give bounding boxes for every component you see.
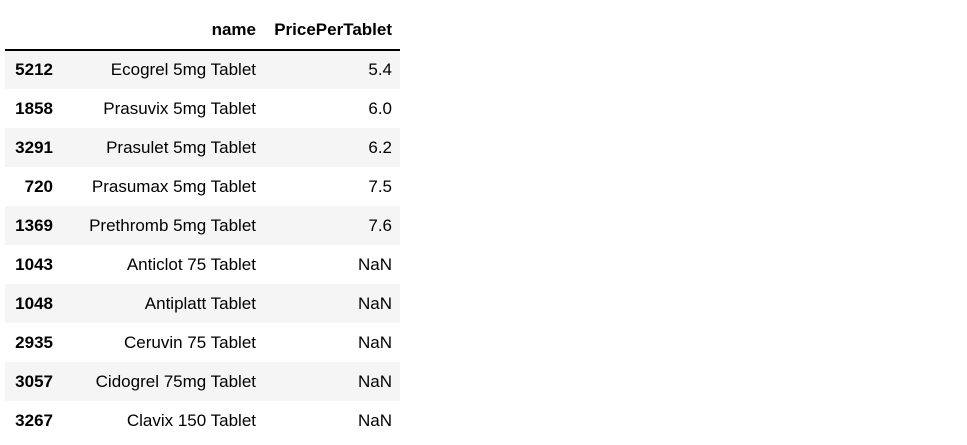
cell-price: 5.4 bbox=[368, 60, 392, 79]
table-row: 1369 Prethromb 5mg Tablet 7.6 bbox=[5, 206, 400, 245]
table-header: name PricePerTablet bbox=[5, 10, 400, 51]
table-row: 3057 Cidogrel 75mg Tablet NaN bbox=[5, 362, 400, 401]
row-index: 5212 bbox=[15, 60, 53, 79]
cell-price: 7.6 bbox=[368, 215, 392, 235]
table-row: 1858 Prasuvix 5mg Tablet 6.0 bbox=[5, 89, 400, 128]
cell-price: NaN bbox=[357, 293, 392, 313]
row-index: 1858 bbox=[15, 98, 53, 118]
cell-name: Prasuvix 5mg Tablet bbox=[103, 98, 256, 118]
row-index: 3267 bbox=[15, 410, 53, 430]
cell-name: Prasulet 5mg Tablet bbox=[106, 137, 256, 157]
cell-name: Antiplatt Tablet bbox=[144, 293, 256, 313]
table-row: 3267 Clavix 150 Tablet NaN bbox=[5, 401, 400, 440]
cell-price: NaN bbox=[357, 371, 392, 391]
cell-price: 6.2 bbox=[368, 137, 392, 157]
row-index: 1043 bbox=[15, 254, 53, 274]
row-index: 3291 bbox=[15, 137, 53, 157]
cell-name: Prethromb 5mg Tablet bbox=[89, 215, 256, 235]
cell-name: Ceruvin 75 Tablet bbox=[124, 332, 256, 352]
row-index: 3057 bbox=[15, 371, 53, 391]
table-row: 3291 Prasulet 5mg Tablet 6.2 bbox=[5, 128, 400, 167]
table-row: 5212 Ecogrel 5mg Tablet 5.4 bbox=[5, 50, 400, 89]
table-body: 5212 Ecogrel 5mg Tablet 5.4 1858 Prasuvi… bbox=[5, 50, 400, 440]
cell-price: NaN bbox=[357, 332, 392, 352]
cell-name: Ecogrel 5mg Tablet bbox=[110, 60, 256, 79]
table-row: 2935 Ceruvin 75 Tablet NaN bbox=[5, 323, 400, 362]
header-row: name PricePerTablet bbox=[5, 10, 400, 51]
cell-price: NaN bbox=[357, 410, 392, 430]
row-index: 720 bbox=[24, 176, 53, 196]
cell-price: 6.0 bbox=[368, 98, 392, 118]
cell-name: Anticlot 75 Tablet bbox=[126, 254, 256, 274]
table-row: 720 Prasumax 5mg Tablet 7.5 bbox=[5, 167, 400, 206]
table-row: 1043 Anticlot 75 Tablet NaN bbox=[5, 245, 400, 284]
row-index: 1369 bbox=[15, 215, 53, 235]
cell-name: Clavix 150 Tablet bbox=[126, 410, 256, 430]
cell-name: Prasumax 5mg Tablet bbox=[91, 176, 256, 196]
header-name: name bbox=[63, 10, 264, 51]
header-price-per-tablet: PricePerTablet bbox=[264, 10, 400, 51]
cell-price: NaN bbox=[357, 254, 392, 274]
cell-name: Cidogrel 75mg Tablet bbox=[95, 371, 256, 391]
table-row: 1048 Antiplatt Tablet NaN bbox=[5, 284, 400, 323]
cell-price: 7.5 bbox=[368, 176, 392, 196]
row-index: 2935 bbox=[15, 332, 53, 352]
row-index: 1048 bbox=[15, 293, 53, 313]
header-index bbox=[5, 10, 63, 51]
dataframe-table: name PricePerTablet 5212 Ecogrel 5mg Tab… bbox=[5, 10, 400, 440]
